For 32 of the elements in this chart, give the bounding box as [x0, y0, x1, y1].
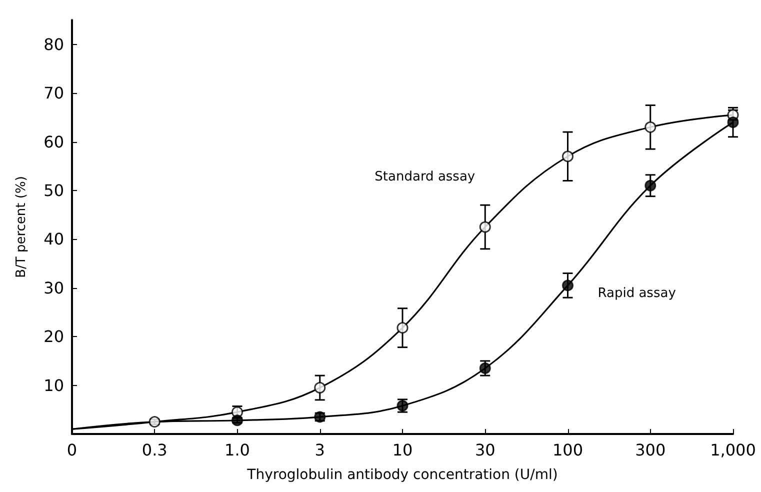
point: [644, 121, 656, 133]
x-tick-label: 1,000: [710, 440, 756, 460]
point: [396, 322, 408, 334]
point: [479, 221, 491, 233]
y-tick-label: 40: [44, 230, 64, 249]
point: [232, 414, 243, 426]
y-tick-label: 10: [44, 376, 64, 395]
y-tick-label: 20: [44, 327, 64, 346]
point: [727, 116, 739, 128]
y-tick-label: 70: [44, 84, 64, 103]
point: [479, 362, 491, 374]
x-tick-label: 10: [392, 440, 413, 460]
y-tick-label: 30: [44, 278, 64, 298]
x-tick-label: 300: [635, 440, 666, 460]
x-tick-label: 0: [66, 440, 78, 460]
point: [562, 150, 574, 162]
x-tick-label: 30: [474, 440, 496, 460]
x-tick-label: 100: [552, 440, 584, 460]
point: [644, 180, 656, 192]
x-tick-label: 3: [314, 440, 325, 460]
text: Standard assay: [374, 170, 476, 184]
x-tick-label: 0.3: [142, 440, 168, 460]
x-axis-title: Thyroglobulin antibody concentration (U/ml): [246, 467, 558, 483]
y-tick-label: 60: [44, 132, 64, 152]
y-tick-label: 50: [44, 180, 64, 200]
point: [562, 280, 574, 292]
y-axis-title: B/T percent (%): [14, 176, 29, 278]
point: [314, 382, 326, 394]
y-tick-label: 80: [44, 34, 64, 54]
series-label: Rapid assay: [598, 286, 676, 301]
x-tick-label: 1.0: [224, 440, 250, 460]
point: [148, 416, 160, 428]
